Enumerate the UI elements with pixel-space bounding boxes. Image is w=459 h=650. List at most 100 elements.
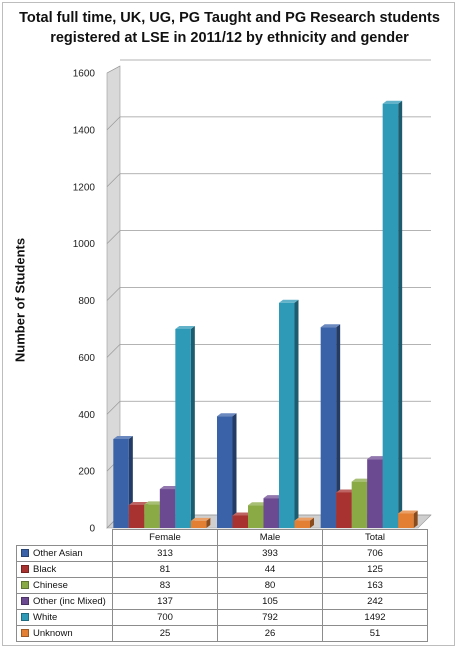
bar-side (190, 325, 195, 528)
y-tick-label: 800 (78, 296, 95, 307)
gridline-diag (106, 401, 121, 415)
bar-top (128, 501, 149, 505)
data-label: 26 (217, 625, 323, 642)
bar-side (413, 510, 418, 528)
bar-front (248, 505, 264, 528)
series-label: Other (inc Mixed) (16, 593, 113, 610)
bar-front (351, 481, 368, 528)
data-label: 25 (112, 625, 218, 642)
legend-swatch (21, 613, 29, 622)
y-tick-labels: 0 200 400 600 800 1000 1200 1400 1600 (73, 69, 96, 535)
data-label: 137 (112, 593, 218, 610)
y-tick-label: 0 (89, 524, 95, 535)
data-label: 83 (112, 577, 218, 594)
category-header: Male (217, 529, 323, 546)
table-row: Chinese 83 80 163 (16, 577, 428, 594)
series-label: White (16, 609, 113, 626)
data-label: 51 (322, 625, 428, 642)
data-label: 700 (112, 609, 218, 626)
bar-front (367, 459, 383, 528)
bar-top (144, 501, 164, 505)
series-name: White (33, 612, 58, 623)
y-tick-label: 400 (78, 410, 95, 421)
bar-front (113, 438, 129, 528)
bar-side (294, 299, 299, 528)
bar-top (279, 299, 299, 303)
bar (294, 517, 314, 528)
chart-title: Total full time, UK, UG, PG Taught and P… (0, 8, 459, 48)
gridline-diag (106, 65, 121, 74)
bar-top (351, 478, 372, 482)
series-name: Unknown (33, 628, 73, 639)
bar (217, 413, 237, 528)
bar-top (190, 517, 211, 521)
y-tick-label: 200 (78, 467, 95, 478)
bar (398, 510, 418, 528)
bar-top (113, 435, 133, 439)
series-name: Other (inc Mixed) (33, 596, 106, 607)
bar-front (320, 327, 337, 528)
y-tick-label: 1600 (73, 69, 96, 80)
bar-top (232, 512, 252, 516)
table-corner (16, 529, 113, 546)
category-header: Female (112, 529, 218, 546)
gridline-diag (106, 230, 121, 244)
bar (279, 299, 299, 528)
y-tick-label: 1400 (73, 125, 96, 136)
gridline-diag (106, 116, 121, 131)
bar-top (175, 325, 195, 329)
bar-top (294, 517, 314, 521)
bar-front (398, 513, 414, 528)
data-label: 792 (217, 609, 323, 626)
category-header: Total (322, 529, 428, 546)
gridline-diag (106, 344, 121, 358)
bar (382, 100, 403, 529)
bar-front (263, 498, 279, 528)
bar-front (217, 416, 233, 528)
bar-side (206, 517, 211, 528)
bar-top (398, 510, 418, 514)
chart-title-line-1: Total full time, UK, UG, PG Taught and P… (19, 10, 440, 26)
legend-swatch (21, 597, 29, 606)
series-label: Chinese (16, 577, 113, 594)
bar-top (159, 486, 180, 490)
y-tick-label: 1200 (73, 182, 96, 193)
table-row: White 700 792 1492 (16, 609, 428, 626)
data-label: 393 (217, 545, 323, 562)
bar (175, 325, 195, 528)
bar-top (382, 100, 403, 104)
bar (190, 517, 211, 528)
bar-side (310, 517, 314, 528)
data-label: 125 (322, 561, 428, 578)
bar-front (190, 520, 207, 528)
series-name: Other Asian (33, 548, 83, 559)
bar-top (320, 324, 341, 328)
table-row: Black 81 44 125 (16, 561, 428, 578)
bar-side (398, 100, 403, 529)
bar-top (248, 502, 268, 506)
bar-side (336, 324, 341, 528)
bar-top (367, 456, 387, 460)
y-tick-label: 1000 (73, 239, 96, 250)
bar-front (159, 489, 176, 528)
data-label: 706 (322, 545, 428, 562)
series-name: Chinese (33, 580, 68, 591)
bar-front (144, 504, 160, 528)
chart-title-line-2: registered at LSE in 2011/12 by ethnicit… (50, 30, 409, 46)
data-label: 313 (112, 545, 218, 562)
bar (320, 324, 341, 528)
gridline-diag (106, 287, 121, 301)
data-label: 81 (112, 561, 218, 578)
table-row: Unknown 25 26 51 (16, 625, 428, 642)
data-label: 105 (217, 593, 323, 610)
y-tick-label: 600 (78, 353, 95, 364)
table-row: Other (inc Mixed) 137 105 242 (16, 593, 428, 610)
bar-side (232, 413, 237, 528)
bar-top (336, 489, 356, 493)
bar-front (336, 492, 352, 528)
bar-front (232, 515, 248, 528)
data-label: 242 (322, 593, 428, 610)
table-row: Other Asian 313 393 706 (16, 545, 428, 562)
bar-front (175, 328, 191, 528)
